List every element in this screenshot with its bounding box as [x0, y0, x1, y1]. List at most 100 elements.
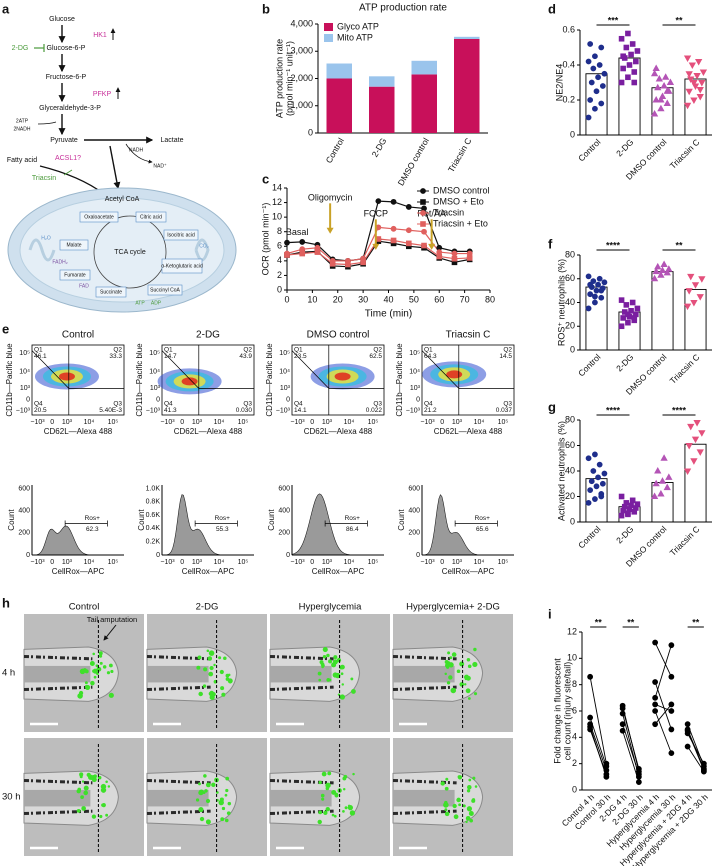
notochord	[393, 789, 455, 807]
point	[663, 99, 671, 106]
x-tick-label: 10	[307, 294, 317, 304]
x-tick-label: 50	[409, 294, 419, 304]
green-cell	[339, 694, 345, 700]
green-cell	[351, 689, 356, 694]
green-cell	[453, 814, 459, 820]
point	[699, 69, 708, 77]
x-tick-label: 10⁵	[498, 419, 509, 426]
y-tick-label: 0.4	[562, 59, 575, 69]
point	[598, 100, 605, 107]
green-cell	[203, 667, 208, 672]
point	[657, 95, 665, 103]
green-cell	[465, 815, 471, 821]
quadrant-name: Q2	[243, 347, 252, 354]
quadrant-name: Q4	[294, 401, 303, 408]
bar-segment	[326, 63, 352, 79]
x-axis-label: Time (min)	[365, 309, 412, 320]
y-tick-label: 600	[18, 485, 30, 492]
point	[650, 69, 659, 77]
y-axis-label: OCR (pmol min⁻¹)	[260, 203, 270, 276]
y-tick-label: 0.4K	[146, 525, 161, 532]
green-cell	[449, 656, 453, 660]
point	[663, 268, 671, 276]
green-cell	[318, 678, 322, 682]
y-tick-label: 0	[570, 344, 575, 354]
green-cell	[208, 671, 214, 677]
flow-title: Triacsin C	[446, 330, 491, 341]
x-tick-label: 10³	[62, 419, 73, 426]
green-cell	[340, 672, 344, 676]
pigment	[269, 778, 334, 816]
metabolite: Glucose	[49, 16, 75, 23]
green-cell	[221, 806, 226, 811]
pair-line	[589, 724, 607, 771]
y-tick-label: 10⁵	[19, 350, 30, 357]
point	[587, 97, 594, 103]
legend-marker	[420, 199, 426, 205]
significance-label: ***	[608, 15, 619, 25]
point	[687, 76, 695, 84]
point	[631, 79, 638, 86]
green-cell	[472, 661, 478, 668]
point	[634, 305, 641, 312]
point	[585, 499, 592, 506]
green-cell	[80, 795, 84, 799]
green-cell	[467, 784, 472, 790]
quadrant-name: Q2	[373, 347, 382, 354]
green-cell	[198, 806, 204, 813]
point	[691, 436, 700, 444]
legend-label: Mito ATP	[337, 32, 373, 42]
y-tick-label: 400	[18, 508, 30, 515]
point	[665, 265, 673, 272]
point	[683, 55, 692, 63]
green-cell	[223, 656, 227, 660]
point	[626, 62, 633, 68]
pair-line	[687, 746, 705, 772]
quadrant-name: Q2	[503, 347, 512, 354]
green-cell	[86, 772, 91, 778]
x-axis-label: CD62L—Alexa 488	[434, 427, 503, 436]
x-tick-label: 2-DG	[370, 136, 389, 159]
significance-label: **	[627, 617, 635, 627]
significance-label: **	[692, 617, 700, 627]
point	[390, 237, 397, 244]
green-cell	[92, 652, 95, 656]
quadrant-value: 23.5	[294, 353, 307, 360]
x-tick-label: 10⁵	[498, 559, 509, 566]
green-cell	[469, 818, 474, 823]
y-tick-label: 3,000	[290, 46, 313, 56]
cofactor: CO₂	[199, 243, 209, 249]
y-tick-label: −10³	[276, 408, 291, 415]
y-tick-label: 10⁴	[409, 368, 420, 375]
green-cell	[202, 684, 207, 688]
pair-line	[622, 724, 640, 775]
x-axis-label: CD62L—Alexa 488	[44, 427, 113, 436]
metabolite: α-Ketoglutaric acid	[161, 263, 203, 269]
y-tick-label: 0	[26, 396, 30, 403]
x-tick-label: 30	[358, 294, 368, 304]
point	[585, 273, 592, 280]
point	[655, 74, 663, 82]
histogram-shape	[161, 494, 254, 556]
panel-letter: i	[548, 606, 552, 621]
point	[436, 253, 443, 260]
green-cell	[205, 819, 211, 825]
point	[620, 65, 626, 72]
point	[684, 721, 691, 728]
y-tick-label: 10⁵	[149, 350, 160, 357]
inhibitor: Triacsin	[32, 175, 56, 182]
green-cell	[320, 793, 325, 798]
quadrant-value: 0.022	[366, 407, 383, 414]
metabolite: Isocitric acid	[167, 232, 195, 238]
significance-label: **	[595, 617, 603, 627]
pigment	[146, 778, 211, 816]
point	[592, 293, 598, 300]
metabolite: Fructose-6-P	[46, 74, 87, 81]
point	[405, 227, 412, 234]
point	[329, 260, 336, 267]
row-label: 4 h	[2, 668, 15, 679]
green-cell	[462, 804, 466, 808]
green-cell	[81, 806, 86, 811]
point	[684, 743, 691, 750]
point	[629, 497, 636, 504]
